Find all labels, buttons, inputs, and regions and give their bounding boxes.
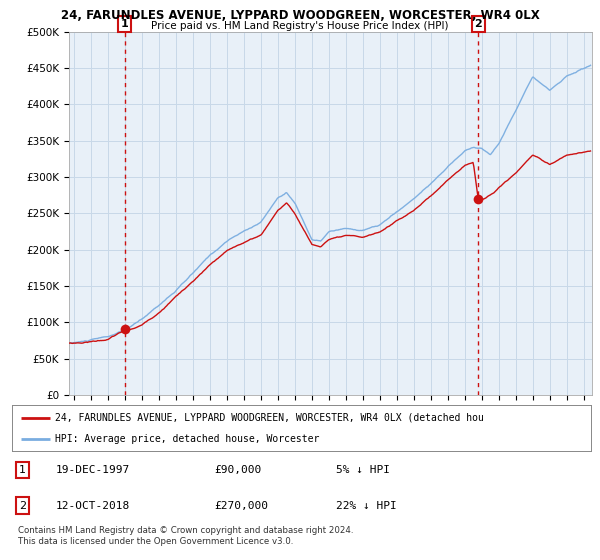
Text: 19-DEC-1997: 19-DEC-1997	[55, 465, 130, 475]
Text: 2: 2	[475, 19, 482, 29]
Text: 24, FARUNDLES AVENUE, LYPPARD WOODGREEN, WORCESTER, WR4 0LX: 24, FARUNDLES AVENUE, LYPPARD WOODGREEN,…	[61, 9, 539, 22]
Text: Contains HM Land Registry data © Crown copyright and database right 2024.
This d: Contains HM Land Registry data © Crown c…	[18, 526, 353, 546]
Text: 24, FARUNDLES AVENUE, LYPPARD WOODGREEN, WORCESTER, WR4 0LX (detached hou: 24, FARUNDLES AVENUE, LYPPARD WOODGREEN,…	[55, 413, 484, 423]
Text: HPI: Average price, detached house, Worcester: HPI: Average price, detached house, Worc…	[55, 435, 320, 444]
Text: 12-OCT-2018: 12-OCT-2018	[55, 501, 130, 511]
Text: £90,000: £90,000	[215, 465, 262, 475]
Text: 1: 1	[19, 465, 26, 475]
Text: 5% ↓ HPI: 5% ↓ HPI	[336, 465, 390, 475]
Text: 22% ↓ HPI: 22% ↓ HPI	[336, 501, 397, 511]
Text: £270,000: £270,000	[215, 501, 269, 511]
Text: 2: 2	[19, 501, 26, 511]
Text: 1: 1	[121, 19, 128, 29]
Text: Price paid vs. HM Land Registry's House Price Index (HPI): Price paid vs. HM Land Registry's House …	[151, 21, 449, 31]
